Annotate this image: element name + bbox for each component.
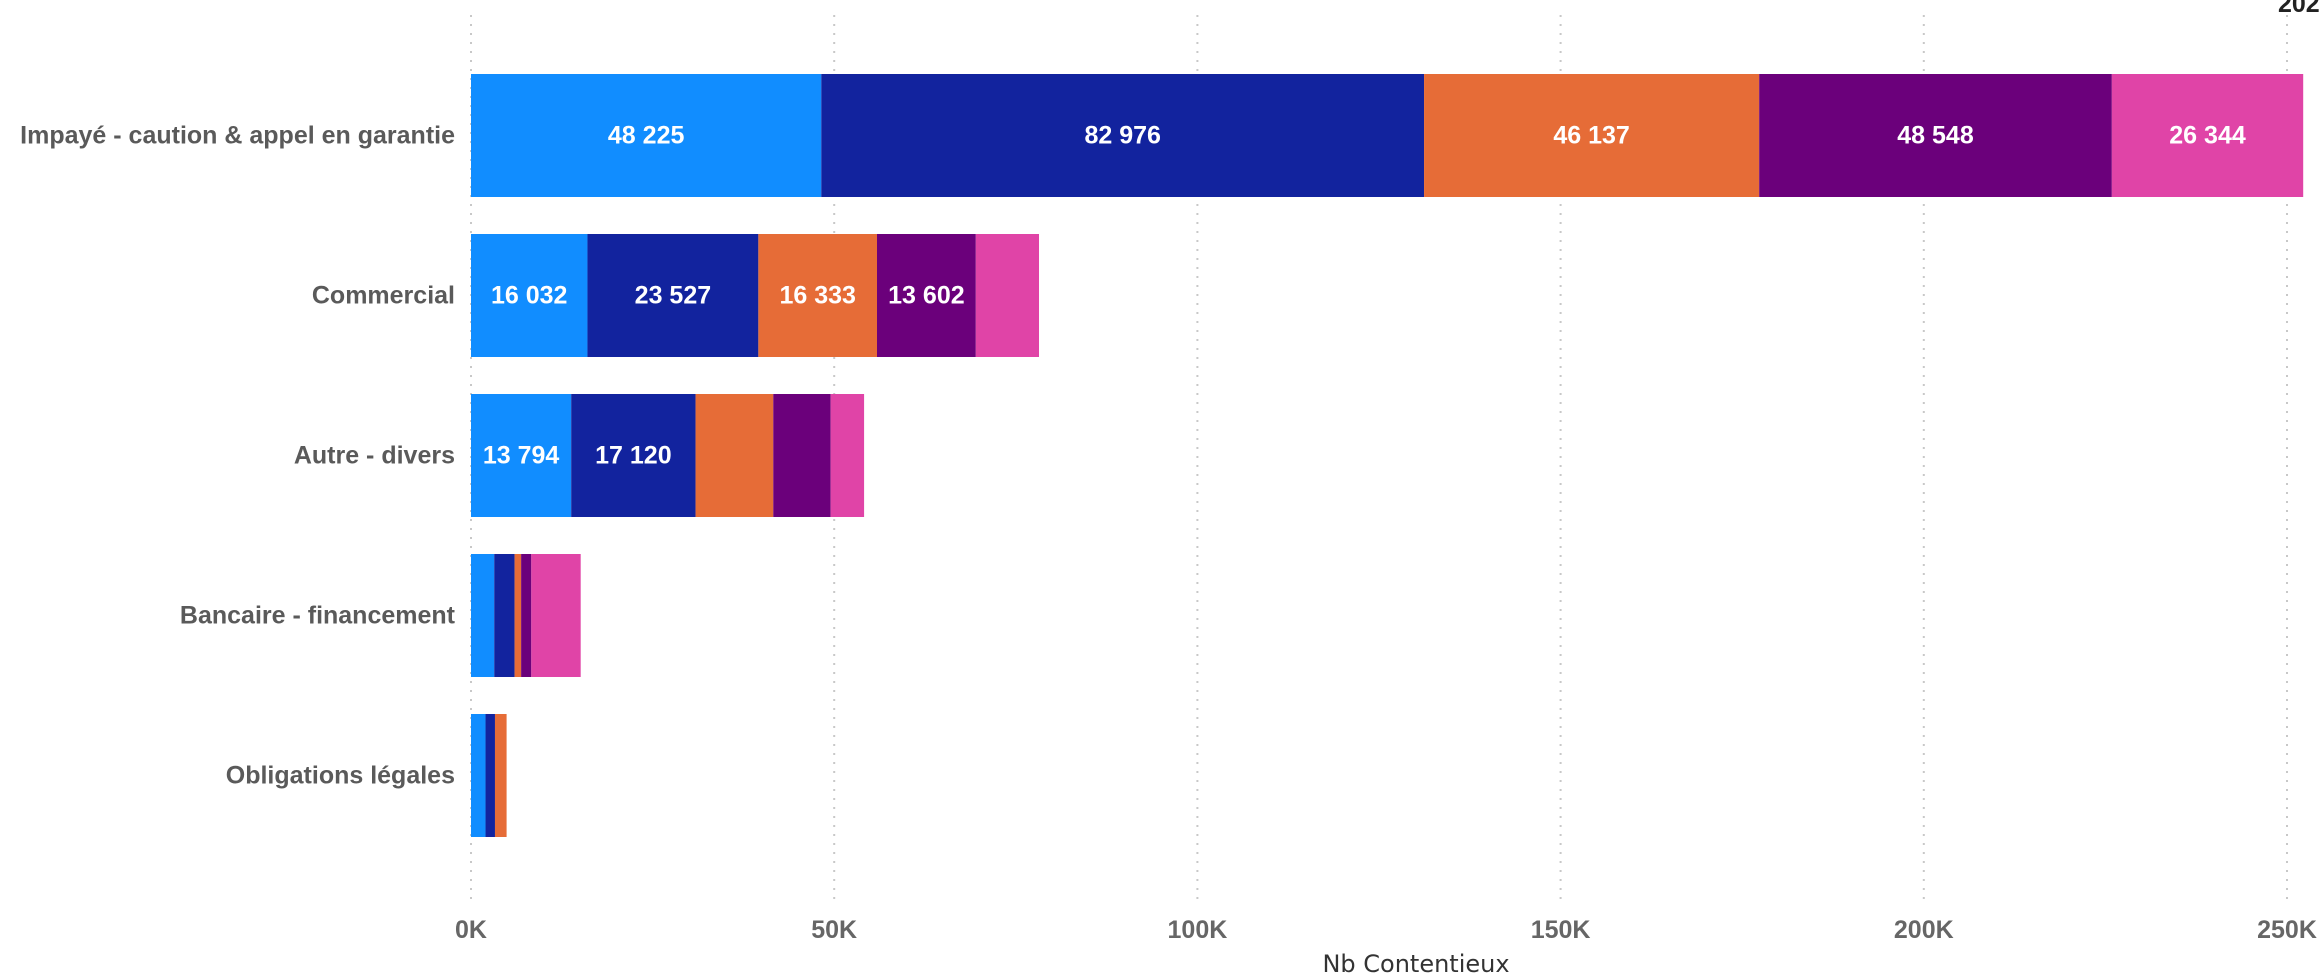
category-labels: Impayé - caution & appel en garantie Comm… xyxy=(20,122,455,790)
bar-segment[interactable] xyxy=(2111,74,2304,197)
bar-segment[interactable] xyxy=(471,554,495,677)
bar-segment[interactable] xyxy=(773,394,831,517)
legend-fragment-label: 202 xyxy=(2278,0,2320,18)
x-tick-label: 200K xyxy=(1894,916,1954,944)
bar-segment[interactable] xyxy=(514,554,522,677)
bar-segment[interactable] xyxy=(1424,74,1760,197)
data-label: 23 527 xyxy=(635,282,711,310)
bar-segment[interactable] xyxy=(531,554,581,677)
data-label: 82 976 xyxy=(1084,122,1160,150)
data-label: 17 120 xyxy=(595,442,671,470)
data-label: 13 794 xyxy=(483,442,560,470)
bar-segment[interactable] xyxy=(471,74,822,197)
data-label: 16 032 xyxy=(491,282,567,310)
bar-segment[interactable] xyxy=(1759,74,2112,197)
data-label: 13 602 xyxy=(888,282,964,310)
bar-segment[interactable] xyxy=(471,394,572,517)
category-label: Commercial xyxy=(312,282,455,310)
bar-segment[interactable] xyxy=(494,714,507,837)
data-label: 46 137 xyxy=(1553,122,1629,150)
data-label: 48 548 xyxy=(1897,122,1974,150)
x-tick-label: 100K xyxy=(1168,916,1228,944)
category-label: Obligations légales xyxy=(226,762,455,790)
x-tick-label: 0K xyxy=(455,916,487,944)
bar-segment[interactable] xyxy=(695,394,774,517)
bar-segment[interactable] xyxy=(485,714,495,837)
data-labels: 48 225 82 976 46 137 48 548 26 344 16 032 23 5… xyxy=(483,122,2246,470)
category-label: Autre - divers xyxy=(294,442,455,470)
bars xyxy=(471,74,2304,837)
bar-segment[interactable] xyxy=(587,234,759,357)
bar-segment[interactable] xyxy=(471,234,588,357)
x-axis-title: Nb Contentieux xyxy=(1322,950,1509,976)
x-tick-label: 250K xyxy=(2257,916,2317,944)
bar-segment[interactable] xyxy=(758,234,877,357)
bar-segment[interactable] xyxy=(471,714,486,837)
data-label: 48 225 xyxy=(608,122,685,150)
data-label: 16 333 xyxy=(779,282,855,310)
bar-segment[interactable] xyxy=(571,394,696,517)
bar-segment[interactable] xyxy=(830,394,865,517)
x-axis-ticks: 0K 50K 100K 150K 200K 250K xyxy=(455,916,2317,944)
x-tick-label: 150K xyxy=(1531,916,1591,944)
bar-segment[interactable] xyxy=(975,234,1040,357)
data-label: 26 344 xyxy=(2169,122,2246,150)
category-label: Impayé - caution & appel en garantie xyxy=(20,122,455,150)
bar-segment[interactable] xyxy=(821,74,1425,197)
x-tick-label: 50K xyxy=(811,916,857,944)
category-label: Bancaire - financement xyxy=(180,602,456,630)
bar-segment[interactable] xyxy=(521,554,532,677)
bar-segment[interactable] xyxy=(876,234,976,357)
bar-segment[interactable] xyxy=(494,554,515,677)
